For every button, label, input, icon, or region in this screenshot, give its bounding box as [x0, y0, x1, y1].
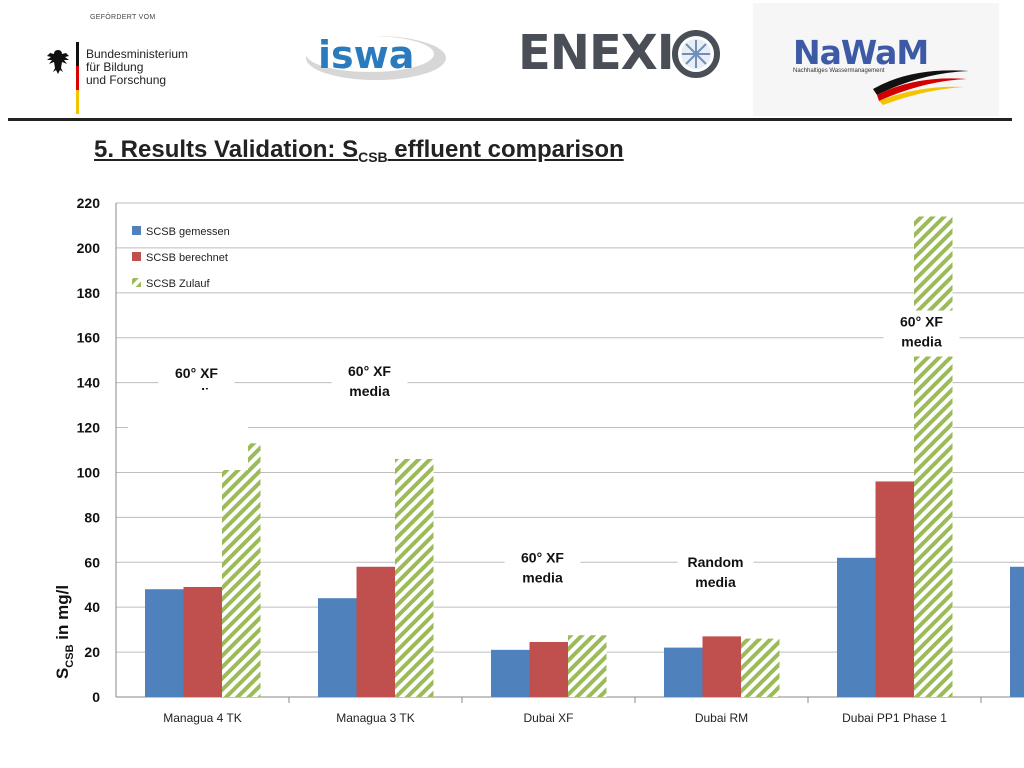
bar-scsb-gemessen — [145, 589, 184, 697]
y-tick-label: 40 — [84, 599, 100, 615]
y-tick-label: 60 — [84, 554, 100, 570]
bmbf-name: Bundesministerium für Bildung und Forsch… — [86, 48, 188, 87]
annotation-text: media — [901, 334, 942, 350]
title-subscript: CSB — [358, 149, 388, 165]
bmbf-logo: GEFÖRDERT VOM Bundesministerium für Bild… — [40, 8, 210, 114]
annotation-text: Random — [688, 554, 744, 570]
x-tick-label: Dubai PP1 Phase 1 — [842, 711, 947, 725]
nawam-logo: NaWaM Nachhaltiges Wassermanagement — [753, 3, 999, 116]
annotation-text: 60° XF — [521, 549, 564, 565]
x-tick-label: Managua 3 TK — [336, 711, 415, 725]
bmbf-name-line-3: und Forschung — [86, 73, 167, 87]
legend-entry: SCSB berechnet — [146, 252, 228, 264]
bar-scsb-zulauf — [914, 216, 953, 698]
header-divider — [8, 118, 1012, 121]
annotation-text: 60° XF — [175, 365, 218, 381]
x-tick-label: Managua 4 TK — [163, 711, 242, 725]
bar-scsb-berechnet — [702, 636, 741, 697]
bmbf-funded-label: GEFÖRDERT VOM — [90, 14, 156, 21]
federal-eagle-icon — [47, 50, 69, 74]
annotation-text: media — [695, 574, 736, 590]
nawam-logo-text: NaWaM — [793, 33, 929, 72]
iswa-logo-text: iswa — [318, 33, 414, 77]
nawam-flag-swoosh-icon — [873, 70, 969, 105]
bar-scsb-gemessen — [1010, 566, 1024, 697]
annotation-text: media — [522, 569, 563, 585]
title-suffix: effluent comparison — [387, 136, 624, 163]
y-axis-label: SCSB in mg/l — [53, 585, 76, 679]
page-title: 5. Results Validation: SCSB effluent com… — [94, 136, 624, 165]
bar-scsb-zulauf — [568, 635, 607, 697]
annotation-label: 60° XF media — [883, 310, 960, 357]
bar-scsb-berechnet — [529, 641, 568, 697]
annotation-text: 60° XF — [900, 314, 943, 330]
enexio-logo-text: ENEXI — [518, 25, 675, 81]
y-tick-label: 180 — [77, 285, 101, 301]
y-tick-label: 100 — [77, 464, 101, 480]
nawam-subtitle: Nachhaltiges Wassermanagement — [793, 68, 885, 74]
bar-scsb-gemessen — [491, 649, 530, 697]
x-tick-label: Dubai RM — [695, 711, 748, 725]
y-tick-label: 140 — [77, 375, 101, 391]
annotation-label: 60° XF media — [504, 546, 581, 593]
german-flag-stripe — [76, 42, 79, 114]
bar-scsb-berechnet — [356, 566, 395, 697]
bar-scsb-gemessen — [318, 598, 357, 697]
bar-scsb-zulauf — [741, 638, 780, 697]
bar-scsb-gemessen — [837, 557, 876, 697]
y-tick-label: 220 — [77, 195, 101, 211]
annotation-label: 60° XF media — [331, 359, 408, 406]
y-tick-label: 120 — [77, 420, 101, 436]
annotation-text: 60° XF — [348, 363, 391, 379]
y-tick-label: 20 — [84, 644, 100, 660]
bar-scsb-zulauf — [395, 458, 434, 697]
title-prefix: 5. Results Validation: S — [94, 136, 359, 163]
annotation-text: media — [349, 383, 390, 399]
bmbf-name-line-2: für Bildung — [86, 60, 144, 74]
legend-swatch — [132, 252, 141, 261]
x-tick-label: Dubai XF — [523, 711, 573, 725]
bmbf-name-line-1: Bundesministerium — [86, 47, 189, 61]
legend — [128, 390, 248, 470]
enexio-fan-icon — [672, 30, 720, 78]
y-tick-label: 0 — [92, 689, 100, 705]
y-tick-label: 200 — [77, 240, 101, 256]
header: GEFÖRDERT VOM Bundesministerium für Bild… — [0, 0, 1024, 120]
bar-scsb-berechnet — [875, 481, 914, 697]
legend-swatch — [132, 278, 141, 287]
y-tick-label: 80 — [84, 509, 100, 525]
legend-entry: SCSB gemessen — [146, 226, 230, 238]
iswa-logo: iswa — [306, 33, 446, 80]
bar-scsb-zulauf — [222, 443, 261, 697]
annotation-label: Random media — [677, 550, 754, 597]
bar-scsb-berechnet — [183, 586, 222, 697]
y-tick-label: 160 — [77, 330, 101, 346]
bar-chart: 0 20 40 60 80 100 120 140 160 180 200 220 Managua 4 … — [53, 195, 1024, 725]
bar-scsb-gemessen — [664, 647, 703, 697]
legend-entry: SCSB Zulauf — [146, 278, 211, 290]
legend-swatch — [132, 226, 141, 235]
